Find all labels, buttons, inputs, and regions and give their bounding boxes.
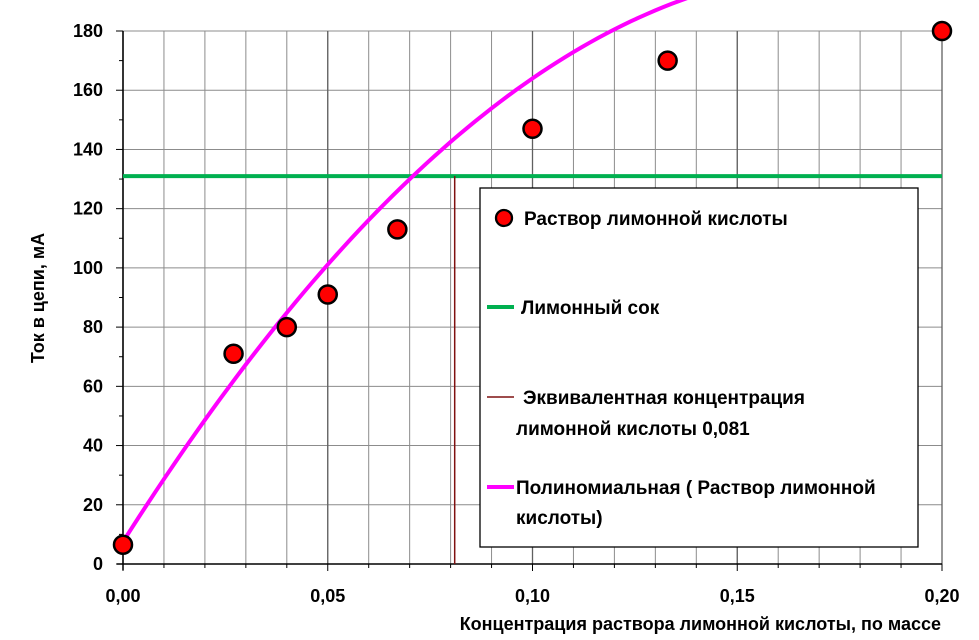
legend-label-scatter: Раствор лимонной кислоты [524, 209, 788, 230]
x-tick-label: 0,20 [924, 586, 959, 606]
legend-box [479, 187, 919, 548]
x-tick-label: 0,00 [105, 586, 140, 606]
x-axis-title: Концентрация раствора лимонной кислоты, … [460, 614, 941, 634]
legend-label-trendline-line1: Полиномиальная ( Раствор лимонной [516, 478, 876, 499]
legend-label-equivalent-line1: Эквивалентная концентрация [523, 388, 805, 409]
y-axis-title: Ток в цепи, мА [28, 233, 48, 363]
data-point [223, 343, 244, 365]
tick-labels: 0 20 40 60 80 100 120 140 160 180 0,00 0,05 0,10 0,15… [73, 21, 960, 606]
polynomial-trendline [121, 0, 688, 543]
y-tick-label: 40 [83, 436, 103, 456]
x-tick-label: 0,05 [310, 586, 345, 606]
data-point [112, 534, 134, 556]
y-tick-label: 100 [73, 258, 103, 278]
axes [116, 30, 943, 571]
data-point [657, 50, 678, 71]
y-tick-label: 120 [73, 199, 103, 219]
legend-label-trendline-line2: кислоты) [516, 508, 603, 529]
data-point [522, 118, 543, 139]
legend-label-equivalent-line2: лимонной кислоты 0,081 [516, 419, 750, 440]
legend-label-lemon-juice: Лимонный сок [521, 298, 660, 319]
x-tick-label: 0,10 [515, 586, 550, 606]
x-tick-label: 0,15 [720, 586, 755, 606]
y-tick-label: 160 [73, 80, 103, 100]
data-point [931, 20, 953, 42]
legend: Раствор лимонной кислоты Лимонный сок Экви… [479, 187, 919, 548]
data-point [276, 316, 298, 338]
legend-marker-scatter [494, 208, 514, 228]
data-point [317, 284, 338, 305]
y-tick-label: 180 [73, 21, 103, 41]
y-tick-label: 60 [83, 376, 103, 396]
y-tick-label: 80 [83, 317, 103, 337]
y-tick-label: 20 [83, 495, 103, 515]
plot-area [112, 0, 953, 564]
data-point [387, 219, 408, 240]
y-tick-label: 140 [73, 139, 103, 159]
y-tick-label: 0 [93, 554, 103, 574]
